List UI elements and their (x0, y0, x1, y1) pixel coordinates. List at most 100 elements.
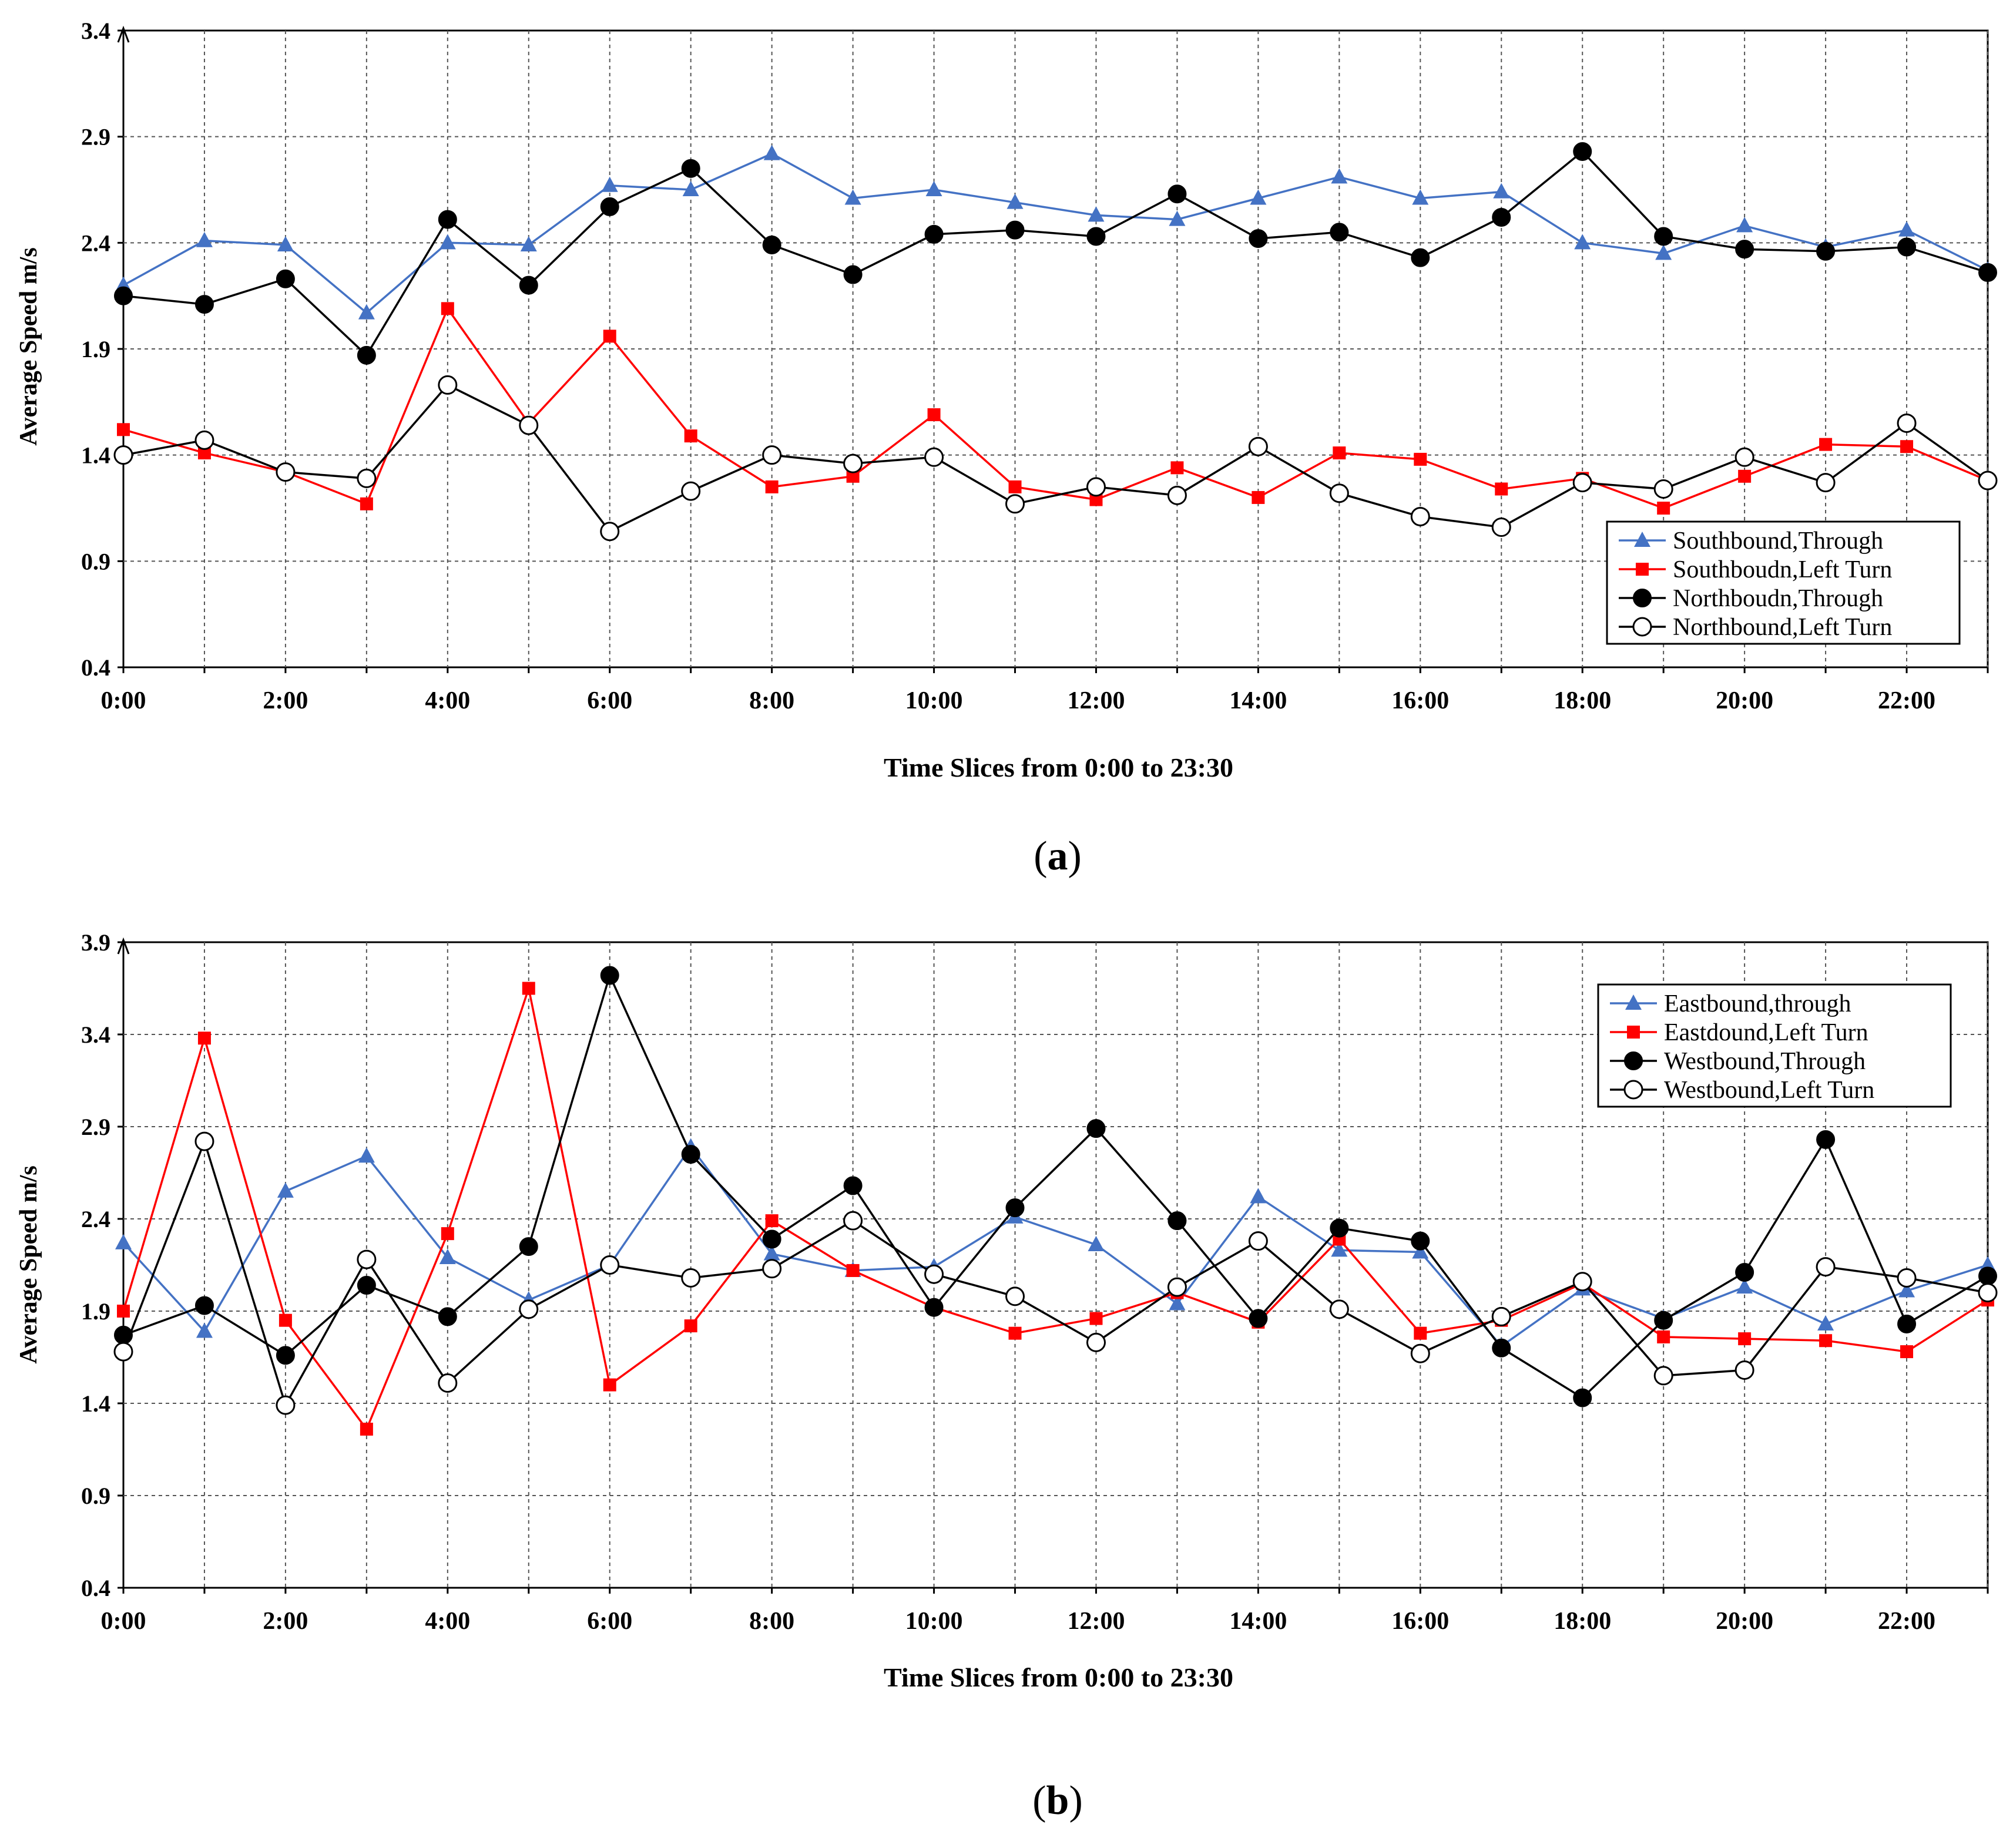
chart-b-data-point (924, 1264, 944, 1284)
chart-b-xtick-label: 8:00 (749, 1608, 794, 1635)
chart-b-data-point (762, 1229, 781, 1249)
chart-a-xtick-label: 0:00 (101, 687, 146, 714)
chart-b-xtick-label: 18:00 (1554, 1608, 1611, 1635)
chart-b-data-point (1005, 1286, 1025, 1306)
chart-a-data-point (197, 446, 211, 460)
chart-b-data-point (197, 1031, 211, 1045)
chart-b-data-point (277, 1182, 294, 1198)
chart-a-data-point (1331, 168, 1348, 184)
chart-a-ytick-label: 0.4 (81, 654, 110, 681)
chart-b-legend-box (1597, 983, 1952, 1108)
chart-a-xtick-label: 18:00 (1554, 687, 1611, 714)
chart-b-data-point (600, 966, 619, 985)
chart-a-data-point (441, 302, 454, 315)
chart-b-xtick-label: 20:00 (1716, 1608, 1773, 1635)
chart-a-data-point (1900, 440, 1914, 453)
chart-a-ytick-label: 3.4 (81, 18, 110, 44)
chart-b-data-point (276, 1395, 296, 1415)
chart-a-panel-label: (a) (1034, 834, 1082, 879)
chart-a-data-point (360, 497, 373, 510)
chart-a-ytick-label: 2.9 (81, 124, 110, 150)
chart-b-data-point (765, 1214, 779, 1228)
chart-a-data-point (600, 522, 620, 542)
chart-a-data-point (1411, 248, 1430, 267)
chart-b-ytick-label: 1.4 (81, 1390, 110, 1417)
chart-b-xtick-label: 0:00 (101, 1608, 146, 1635)
chart-b-data-point (843, 1176, 863, 1195)
chart-a-yaxis-arrow (117, 25, 130, 43)
chart-b-data-point (843, 1211, 863, 1231)
chart-a-data-point (1657, 502, 1670, 515)
chart-b-data-point (603, 1378, 616, 1392)
chart-a-data-point (1495, 482, 1508, 496)
chart-b-data-point (1816, 1257, 1836, 1277)
chart-b-data-point (439, 1248, 456, 1264)
chart-b-series-line (122, 1138, 1988, 1408)
chart-a-ytick-label: 2.4 (81, 230, 110, 256)
chart-b: 0.4 0.9 1.4 1.9 2.4 2.9 3.4 3.9 0:00 2:00 4:00 6:00… (15, 929, 1998, 1823)
chart-b-data-point (360, 1422, 373, 1436)
chart-b-data-point (1978, 1266, 1997, 1286)
chart-b-data-point (1089, 1312, 1103, 1325)
chart-b-series-line (122, 984, 1988, 1432)
chart-b-legend-marker (1627, 1026, 1640, 1039)
chart-a-data-point (1167, 485, 1187, 505)
chart-b-data-point (1008, 1326, 1022, 1340)
chart-a-data-point (438, 375, 458, 395)
chart-a-series-line (123, 384, 1989, 533)
chart-b-yaxis-arrow (117, 937, 130, 955)
chart-b-data-point (1978, 1283, 1998, 1303)
chart-a-data-point (1736, 217, 1753, 233)
chart-a-data-point (1574, 234, 1591, 250)
chart-b-series-line (123, 972, 1988, 1399)
chart-a-xlabel: Time Slices from 0:00 to 23:30 (884, 752, 1233, 782)
chart-b-data-point (117, 1305, 130, 1318)
chart-b-ytick-label: 0.4 (81, 1575, 110, 1601)
chart-b-ytick-label: 2.4 (81, 1206, 110, 1232)
chart-a-data-point (1167, 184, 1187, 204)
chart-a-data-point (1412, 189, 1429, 205)
chart-a-series-line (123, 152, 1988, 314)
chart-b-xtick-label: 16:00 (1391, 1608, 1449, 1635)
chart-a-data-point (519, 415, 539, 435)
chart-b-ytick-label: 3.9 (81, 929, 110, 956)
chart-a-xtick-label: 22:00 (1878, 687, 1935, 714)
chart-a-data-point (358, 304, 375, 320)
chart-a-data-point (762, 235, 781, 254)
chart-a-data-point (1816, 473, 1836, 493)
chart-a-data-point (1493, 183, 1510, 199)
chart-b-data-point (279, 1313, 292, 1327)
chart-a-xtick-label: 20:00 (1716, 687, 1773, 714)
chart-a-xtick-label: 4:00 (425, 687, 470, 714)
chart-b-data-point (357, 1249, 377, 1269)
chart-a-data-point (843, 453, 863, 473)
chart-b-data-point (763, 1245, 780, 1261)
chart-a-data-point (196, 231, 213, 247)
chart-b-data-point (441, 1227, 454, 1241)
chart-b-data-point (1250, 1188, 1267, 1204)
chart-b-data-point (1088, 1235, 1105, 1251)
chart-b-data-point (1005, 1198, 1025, 1218)
chart-a-data-point (1735, 240, 1754, 259)
chart-a-series-0 (115, 145, 1996, 320)
chart-a-legend-label: Northboudn,Through (1673, 585, 1883, 612)
chart-a-data-point (1008, 480, 1022, 493)
chart-a-data-point (843, 265, 863, 284)
chart-b-data-point (438, 1307, 457, 1326)
chart-a-data-point (357, 345, 376, 365)
chart-b-data-point (681, 1145, 700, 1164)
chart-a-data-point (276, 462, 296, 482)
chart-a-data-point (600, 197, 619, 216)
chart-a-xtick-label: 2:00 (263, 687, 308, 714)
chart-a-data-point (1169, 210, 1186, 226)
chart-a-data-point (1330, 223, 1349, 242)
chart-b-xtick-label: 6:00 (587, 1608, 632, 1635)
chart-a-data-point (1816, 241, 1836, 261)
chart-a-data-point (1897, 237, 1917, 257)
chart-b-data-point (1817, 1315, 1834, 1330)
chart-b-data-point (196, 1322, 213, 1338)
chart-a-data-point (601, 176, 618, 192)
chart-b-xlabel: Time Slices from 0:00 to 23:30 (884, 1662, 1233, 1692)
chart-b-data-point (1412, 1243, 1429, 1259)
